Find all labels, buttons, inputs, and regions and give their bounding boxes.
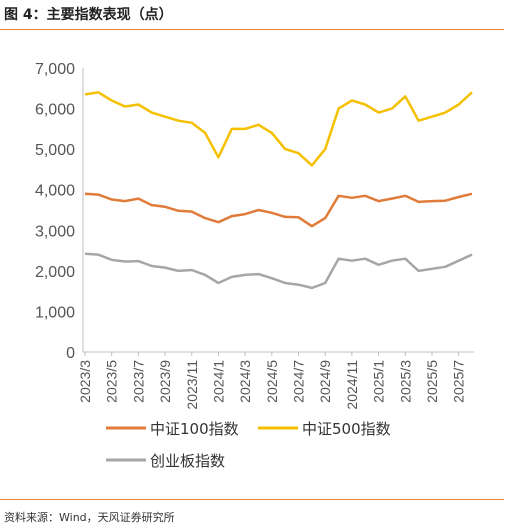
x-tick-label: 2024/11 — [344, 360, 360, 410]
y-tick-label: 5,000 — [35, 142, 75, 159]
source-note: 资料来源：Wind，天风证券研究所 — [4, 511, 175, 524]
figure-title: 图 4：主要指数表现（点） — [4, 7, 173, 23]
legend: 中证100指数 中证500指数 创业板指数 — [106, 420, 391, 470]
x-tick-label: 2025/3 — [397, 360, 413, 403]
legend-label-chinext: 创业板指数 — [150, 452, 225, 470]
y-tick-label: 4,000 — [35, 183, 75, 200]
y-tick-label: 0 — [66, 345, 75, 362]
x-tick-label: 2025/1 — [371, 360, 387, 403]
x-tick-label: 2023/3 — [77, 360, 93, 403]
x-tick-label: 2023/9 — [157, 360, 173, 403]
y-tick-label: 3,000 — [35, 223, 75, 240]
top-divider — [0, 29, 504, 30]
y-tick-label: 2,000 — [35, 264, 75, 281]
x-tick-label: 2024/5 — [264, 360, 280, 403]
series-line-csi500 — [84, 91, 473, 167]
legend-label-csi100: 中证100指数 — [150, 420, 239, 438]
x-tick-label: 2023/11 — [184, 360, 200, 410]
x-tick-label: 2023/7 — [130, 360, 146, 403]
y-tick-label: 6,000 — [35, 102, 75, 119]
x-tick-label: 2025/5 — [424, 360, 440, 403]
y-tick-label: 7,000 — [35, 61, 75, 78]
x-tick-label: 2024/9 — [317, 360, 333, 403]
plot-area: 0 1,000 2,000 3,000 4,000 5,000 6,000 7,000 202… — [35, 61, 474, 410]
series-lines — [84, 91, 473, 290]
series-line-csi100 — [84, 192, 473, 228]
x-tick-label: 2024/7 — [291, 360, 307, 403]
y-tick-label: 1,000 — [35, 304, 75, 321]
x-tick-label: 2023/5 — [104, 360, 120, 403]
bottom-divider — [0, 499, 504, 500]
x-tick-labels: 2023/3 2023/5 2023/7 2023/9 2023/11 2024/1 202… — [77, 352, 467, 410]
x-tick-label: 2025/7 — [451, 360, 467, 403]
legend-label-csi500: 中证500指数 — [302, 420, 391, 438]
x-tick-label: 2024/1 — [210, 360, 226, 403]
y-tick-labels: 0 1,000 2,000 3,000 4,000 5,000 6,000 7,000 — [35, 61, 75, 362]
x-tick-label: 2024/3 — [237, 360, 253, 403]
series-line-chinext — [84, 252, 473, 290]
